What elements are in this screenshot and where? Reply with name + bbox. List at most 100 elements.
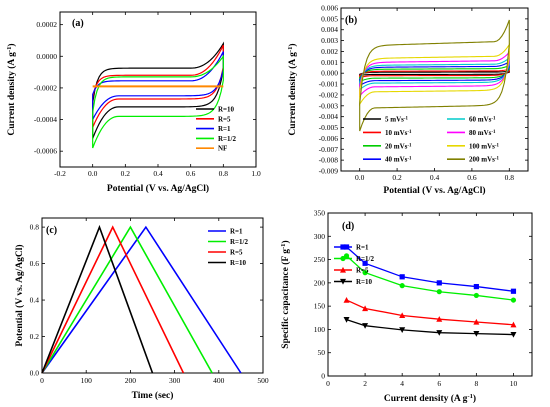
legend-marker [340, 278, 346, 285]
data-point [399, 327, 406, 333]
legend-entry: R=5 [218, 115, 231, 123]
legend-entry: 10 mVs-1 [385, 129, 412, 137]
x-tick-label: 100 [81, 376, 93, 385]
legend-entry: R=1 [230, 228, 243, 236]
legend-entry: R=10 [218, 106, 235, 114]
x-tick-label: 0.4 [153, 169, 163, 178]
y-tick-label: 0.001 [321, 58, 338, 67]
panel-label: (d) [342, 221, 354, 232]
y-tick-label: -0.007 [319, 145, 339, 154]
legend-entry: 5 mVs-1 [385, 116, 409, 124]
y-tick-label: 0.0000 [36, 52, 57, 61]
legend-marker [340, 244, 346, 250]
y-tick-label: 150 [314, 302, 326, 311]
x-tick-label: 1.0 [251, 169, 261, 178]
panel-c: 0 100 200 300 400 500 0.0 0.2 0.4 0.6 0.8 Time (sec… [14, 217, 269, 401]
x-axis-title: Potential (V vs. Ag/AgCl) [383, 185, 485, 196]
y-axis-title: Current density (A g-1) [6, 43, 18, 135]
legend-entry: 40 mVs-1 [385, 156, 412, 164]
data-point [399, 283, 405, 289]
legend-marker [340, 266, 346, 273]
legend-entry: R=10 [356, 278, 373, 286]
y-tick-label: 0 [321, 372, 325, 381]
x-tick-label: 8 [474, 379, 478, 388]
panel-label: (c) [46, 225, 57, 236]
series-line [92, 54, 224, 149]
series-line [346, 246, 514, 292]
legend-entry: R=5 [356, 267, 369, 275]
y-tick-label: 0.006 [321, 4, 338, 13]
x-tick-label: 0.0 [355, 173, 365, 182]
x-tick-label: 0.8 [505, 173, 515, 182]
data-point [436, 330, 443, 336]
series-line [359, 64, 510, 83]
legend-entry: R=1/2 [218, 135, 236, 143]
data-point [399, 274, 405, 280]
y-tick-label: 0.2 [30, 332, 40, 341]
x-axis-title: Potential (V vs. Ag/AgCl) [107, 183, 209, 194]
y-axis-title: Potential (V vs. Ag/AgCl) [14, 244, 25, 346]
y-tick-label: 0.4 [30, 296, 40, 305]
series-line [359, 56, 510, 91]
legend-marker [340, 255, 346, 262]
x-tick-label: 500 [257, 376, 269, 385]
panel-label: (a) [72, 18, 84, 29]
legend-entry: 200 mVs-1 [469, 156, 500, 164]
x-tick-label: 200 [125, 376, 137, 385]
y-axis-title: Specific capacitance (F g-1) [280, 240, 292, 348]
data-point [343, 296, 350, 303]
y-tick-label: -0.003 [319, 101, 339, 110]
panel-a: -0.2 0.0 0.2 0.4 0.6 0.8 1.0 -0.0006 -0.0004 -0.0… [6, 11, 261, 194]
series-line [346, 255, 514, 301]
legend-entry: R=5 [230, 249, 243, 257]
series-line [41, 225, 185, 374]
y-tick-label: -0.001 [319, 80, 339, 89]
series-line [41, 224, 154, 374]
series-line [359, 19, 510, 132]
legend-entry: 60 mVs-1 [469, 116, 496, 124]
legend-entry: R=1/2 [356, 255, 374, 263]
data-point [362, 323, 369, 329]
panel-b: 0.0 0.2 0.4 0.6 0.8 -0.009 -0.008 -0.007 -0.006 -… [287, 4, 529, 196]
legend-entry: R=1 [218, 125, 231, 133]
data-point [436, 316, 443, 322]
data-point [362, 270, 368, 276]
data-point [436, 280, 442, 286]
y-tick-label: -0.0006 [34, 147, 57, 156]
data-point [362, 305, 369, 312]
x-tick-label: 0.8 [219, 169, 229, 178]
y-tick-label: -0.005 [319, 123, 339, 132]
series-line [41, 225, 242, 374]
y-tick-label: 0.8 [30, 223, 40, 232]
y-tick-label: -0.0004 [34, 115, 57, 124]
y-tick-label: 0.000 [321, 69, 338, 78]
data-point [473, 283, 479, 290]
x-tick-label: 10 [510, 379, 518, 388]
y-tick-label: -0.004 [319, 112, 339, 121]
y-tick-label: 200 [314, 278, 326, 287]
data-point [343, 317, 350, 323]
data-point [399, 312, 406, 319]
series-line [346, 319, 514, 336]
y-tick-label: -0.002 [319, 90, 339, 99]
data-point [436, 289, 442, 295]
y-tick-label: 100 [314, 325, 326, 334]
x-tick-label: 0 [40, 376, 44, 385]
x-tick-label: 2 [363, 379, 367, 388]
x-tick-label: 4 [400, 379, 404, 388]
y-tick-label: 0.0 [30, 369, 40, 378]
x-tick-label: 6 [437, 379, 441, 388]
data-point [362, 260, 368, 266]
x-tick-label: 300 [169, 376, 181, 385]
data-point [510, 321, 517, 328]
y-tick-label: 0.003 [321, 36, 338, 45]
x-tick-label: 0.4 [430, 173, 440, 182]
series-line [359, 68, 510, 79]
data-point [510, 297, 517, 303]
x-tick-label: -0.2 [54, 169, 66, 178]
y-tick-label: 300 [314, 232, 326, 241]
data-point [343, 253, 350, 259]
panel-label: (b) [345, 15, 357, 26]
y-axis-title: Current density (A g-1) [287, 43, 299, 135]
